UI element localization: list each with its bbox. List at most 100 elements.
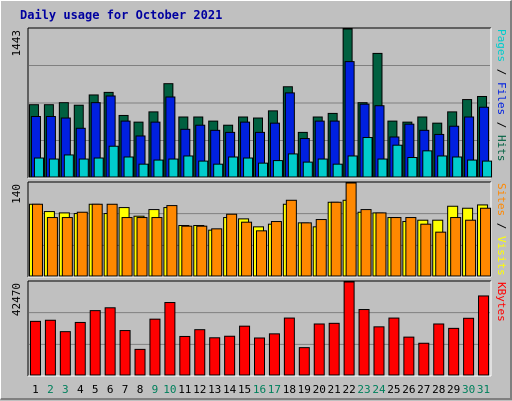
bar-kbytes-day-10 (164, 302, 176, 376)
bar-pages-day-21 (332, 163, 343, 178)
bar-kbytes-day-27 (418, 342, 430, 376)
bar-pages-day-20 (317, 158, 328, 178)
bar-pages-day-24 (377, 158, 388, 178)
bar-sites-day-23 (360, 209, 372, 277)
bar-sites-day-3 (61, 217, 73, 277)
bar-pages-day-30 (467, 159, 478, 178)
bar-kbytes-day-13 (209, 337, 221, 376)
bar-sites-day-19 (300, 222, 312, 277)
bar-pages-day-27 (422, 150, 433, 178)
legend-entry: / (495, 115, 508, 135)
bar-sites-day-6 (106, 203, 118, 277)
legend-entry: Hits (495, 135, 508, 162)
x-tick-label-day-8: 8 (137, 383, 144, 396)
bar-pages-day-29 (452, 156, 463, 178)
bar-sites-day-29 (450, 217, 462, 277)
bar-kbytes-day-19 (298, 347, 310, 376)
legend-entry: KBytes (495, 282, 508, 322)
bar-kbytes-day-21 (328, 322, 340, 376)
x-tick-label-day-29: 29 (447, 383, 460, 396)
bar-sites-day-22 (345, 182, 357, 277)
x-tick-label-day-1: 1 (32, 383, 39, 396)
bar-kbytes-day-30 (463, 317, 475, 376)
bar-sites-day-8 (136, 217, 148, 277)
bar-pages-day-4 (78, 158, 89, 178)
bar-kbytes-day-14 (224, 335, 236, 376)
bar-sites-day-31 (480, 207, 492, 277)
bar-pages-day-19 (302, 161, 313, 178)
bar-pages-day-17 (272, 160, 283, 178)
legend-kbytes: KBytes (495, 282, 508, 322)
bar-kbytes-day-12 (194, 329, 206, 376)
x-tick-label-day-20: 20 (313, 383, 326, 396)
bar-sites-day-13 (211, 228, 223, 277)
bar-sites-day-28 (435, 231, 447, 277)
bar-pages-day-12 (198, 160, 209, 178)
legend-entry: Visits (495, 236, 508, 276)
x-tick-label-day-6: 6 (107, 383, 114, 396)
x-tick-label-day-28: 28 (432, 383, 445, 396)
x-tick-label-day-31: 31 (477, 383, 490, 396)
bar-pages-day-14 (228, 156, 239, 178)
y-max-label: 1443 (10, 30, 23, 57)
bar-kbytes-day-25 (388, 317, 400, 376)
x-tick-label-day-23: 23 (357, 383, 370, 396)
bar-sites-day-26 (405, 217, 417, 277)
bar-sites-day-14 (226, 213, 238, 277)
bar-sites-day-27 (420, 223, 432, 277)
x-tick-label-day-19: 19 (298, 383, 311, 396)
bar-pages-day-15 (243, 157, 254, 178)
bar-pages-day-10 (168, 158, 179, 178)
bar-pages-day-1 (33, 157, 44, 178)
x-tick-label-day-16: 16 (253, 383, 266, 396)
bar-pages-day-16 (258, 162, 268, 178)
bar-sites-day-1 (31, 203, 43, 277)
bar-kbytes-day-11 (179, 335, 191, 376)
bar-pages-day-28 (437, 155, 448, 178)
y-max-label: 140 (10, 184, 23, 204)
x-tick-label-day-26: 26 (402, 383, 415, 396)
bar-sites-day-16 (256, 230, 267, 277)
bar-kbytes-day-3 (59, 331, 71, 376)
bar-pages-day-22 (347, 155, 358, 178)
chart-title: Daily usage for October 2021 (20, 8, 222, 22)
bar-sites-day-11 (181, 225, 193, 277)
bar-sites-day-15 (241, 221, 253, 277)
bar-pages-day-6 (108, 145, 119, 178)
bar-kbytes-day-18 (283, 317, 295, 376)
bar-kbytes-day-9 (149, 318, 161, 376)
x-tick-label-day-25: 25 (387, 383, 400, 396)
bar-pages-day-13 (213, 163, 224, 178)
x-tick-label-day-13: 13 (208, 383, 221, 396)
bar-sites-day-21 (330, 201, 342, 277)
bar-pages-day-8 (138, 163, 149, 178)
bar-sites-day-30 (465, 219, 477, 277)
bar-kbytes-day-5 (89, 310, 101, 376)
x-tick-label-day-17: 17 (268, 383, 281, 396)
legend-entry: / (495, 216, 508, 236)
bar-sites-day-25 (390, 217, 402, 277)
bar-pages-day-2 (48, 158, 59, 178)
x-tick-label-day-3: 3 (62, 383, 69, 396)
bar-pages-day-9 (153, 159, 164, 178)
bar-kbytes-day-24 (373, 326, 385, 376)
legend-entry: Sites (495, 183, 508, 216)
bar-kbytes-day-2 (44, 319, 56, 376)
bar-pages-day-7 (123, 156, 134, 178)
bar-sites-day-24 (375, 212, 387, 277)
bar-kbytes-day-20 (313, 323, 325, 376)
x-tick-label-day-4: 4 (77, 383, 84, 396)
x-tick-label-day-24: 24 (372, 383, 386, 396)
bar-pages-day-25 (392, 144, 403, 178)
legend-entry: / (495, 62, 508, 82)
x-tick-label-day-11: 11 (178, 383, 191, 396)
panel-hits-files-pages: 1443 Pages / Files / Hits (10, 27, 508, 179)
bar-kbytes-day-26 (403, 336, 415, 376)
bar-pages-day-11 (183, 155, 194, 178)
x-tick-label-day-30: 30 (462, 383, 475, 396)
bar-kbytes-day-17 (268, 333, 280, 376)
x-tick-label-day-14: 14 (223, 383, 237, 396)
x-tick-label-day-18: 18 (283, 383, 296, 396)
x-tick-label-day-5: 5 (92, 383, 99, 396)
